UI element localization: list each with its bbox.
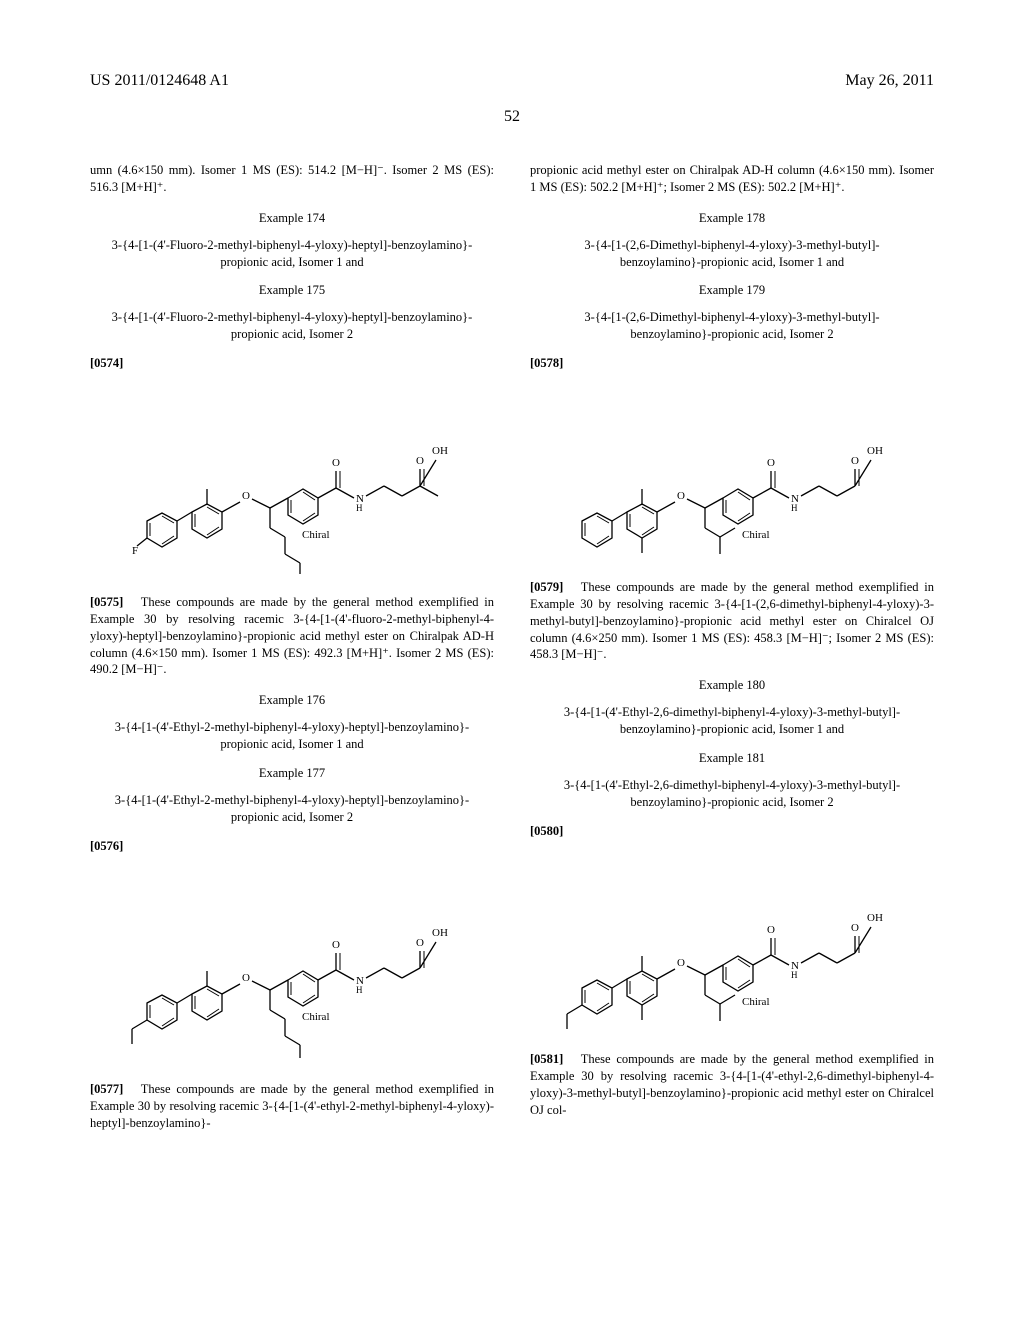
paragraph-number: [0578] [530, 355, 934, 372]
example-title: 3-{4-[1-(4'-Fluoro-2-methyl-biphenyl-4-y… [90, 309, 494, 343]
para-num: [0574] [90, 356, 123, 370]
para-text: These compounds are made by the general … [530, 1052, 934, 1117]
para-text: These compounds are made by the general … [530, 580, 934, 662]
atom-label: O [332, 457, 340, 469]
paragraph-number: [0574] [90, 355, 494, 372]
atom-label: H [356, 503, 363, 513]
example-title: 3-{4-[1-(4'-Fluoro-2-methyl-biphenyl-4-y… [90, 237, 494, 271]
chemical-structure: O O N H [530, 386, 934, 561]
para-text: These compounds are made by the general … [90, 595, 494, 677]
atom-label: H [791, 970, 798, 980]
para-num: [0577] [90, 1082, 123, 1096]
structure-svg: O O N H [122, 868, 462, 1063]
example-heading: Example 175 [90, 282, 494, 299]
page-number: 52 [90, 108, 934, 126]
chemical-structure: O O N H [530, 853, 934, 1033]
example-title: 3-{4-[1-(4'-Ethyl-2-methyl-biphenyl-4-yl… [90, 719, 494, 753]
example-heading: Example 181 [530, 750, 934, 767]
para-num: [0578] [530, 356, 563, 370]
paragraph: [0581] These compounds are made by the g… [530, 1051, 934, 1119]
para-num: [0581] [530, 1052, 563, 1066]
publication-number: US 2011/0124648 A1 [90, 72, 229, 90]
atom-label: O [332, 939, 340, 951]
atom-label: O [677, 490, 685, 502]
atom-label: OH [432, 445, 448, 457]
structure-svg: O O N H [562, 853, 902, 1033]
atom-label: O [677, 957, 685, 969]
chiral-label: Chiral [302, 1011, 330, 1023]
atom-label: OH [432, 927, 448, 939]
page-header: US 2011/0124648 A1 May 26, 2011 [90, 72, 934, 90]
right-column: propionic acid methyl ester on Chiralpak… [530, 162, 934, 1146]
atom-label: O [767, 457, 775, 469]
example-title: 3-{4-[1-(4'-Ethyl-2,6-dimethyl-biphenyl-… [530, 704, 934, 738]
para-num: [0579] [530, 580, 563, 594]
paragraph: [0575] These compounds are made by the g… [90, 594, 494, 678]
atom-label: O [416, 455, 424, 467]
paragraph-number: [0576] [90, 838, 494, 855]
atom-label: O [242, 490, 250, 502]
example-heading: Example 178 [530, 210, 934, 227]
chiral-label: Chiral [742, 529, 770, 541]
atom-label: O [851, 455, 859, 467]
publication-date: May 26, 2011 [845, 72, 934, 90]
chiral-label: Chiral [742, 996, 770, 1008]
paragraph-number: [0580] [530, 823, 934, 840]
structure-svg: O O N H [562, 386, 902, 561]
paragraph: [0579] These compounds are made by the g… [530, 579, 934, 663]
chiral-label: Chiral [302, 529, 330, 541]
example-heading: Example 179 [530, 282, 934, 299]
para-text: These compounds are made by the general … [90, 1082, 494, 1130]
left-column: umn (4.6×150 mm). Isomer 1 MS (ES): 514.… [90, 162, 494, 1146]
example-heading: Example 180 [530, 677, 934, 694]
example-title: 3-{4-[1-(2,6-Dimethyl-biphenyl-4-yloxy)-… [530, 237, 934, 271]
example-heading: Example 174 [90, 210, 494, 227]
atom-label: OH [867, 912, 883, 924]
para-num: [0580] [530, 824, 563, 838]
atom-label: O [416, 937, 424, 949]
para-num: [0575] [90, 595, 123, 609]
example-title: 3-{4-[1-(4'-Ethyl-2-methyl-biphenyl-4-yl… [90, 792, 494, 826]
paragraph: [0577] These compounds are made by the g… [90, 1081, 494, 1132]
atom-label: OH [867, 445, 883, 457]
example-title: 3-{4-[1-(2,6-Dimethyl-biphenyl-4-yloxy)-… [530, 309, 934, 343]
atom-label: O [242, 972, 250, 984]
continuation-paragraph: propionic acid methyl ester on Chiralpak… [530, 162, 934, 196]
atom-label: O [767, 924, 775, 936]
atom-label: H [356, 985, 363, 995]
atom-label: O [851, 922, 859, 934]
continuation-paragraph: umn (4.6×150 mm). Isomer 1 MS (ES): 514.… [90, 162, 494, 196]
two-column-layout: umn (4.6×150 mm). Isomer 1 MS (ES): 514.… [90, 162, 934, 1146]
para-num: [0576] [90, 839, 123, 853]
example-title: 3-{4-[1-(4'-Ethyl-2,6-dimethyl-biphenyl-… [530, 777, 934, 811]
example-heading: Example 176 [90, 692, 494, 709]
atom-label: H [791, 503, 798, 513]
structure-svg: F O [122, 386, 462, 576]
chemical-structure: F O [90, 386, 494, 576]
atom-label: F [132, 545, 138, 557]
chemical-structure: O O N H [90, 868, 494, 1063]
example-heading: Example 177 [90, 765, 494, 782]
